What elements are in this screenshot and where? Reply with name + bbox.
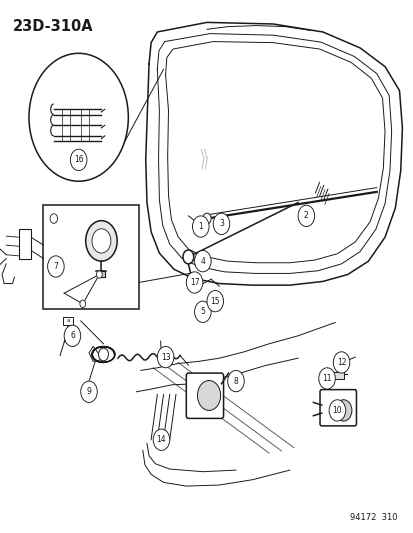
Bar bbox=[332, 359, 347, 364]
Text: 7: 7 bbox=[53, 262, 58, 271]
Text: 12: 12 bbox=[336, 358, 345, 367]
Bar bbox=[19, 229, 31, 259]
Text: 13: 13 bbox=[160, 353, 170, 361]
Circle shape bbox=[98, 348, 108, 361]
Text: 3: 3 bbox=[218, 220, 223, 228]
FancyBboxPatch shape bbox=[186, 373, 223, 418]
Circle shape bbox=[85, 221, 117, 261]
Circle shape bbox=[335, 400, 351, 421]
Circle shape bbox=[297, 205, 314, 227]
Circle shape bbox=[29, 53, 128, 181]
Circle shape bbox=[47, 256, 64, 277]
Circle shape bbox=[328, 400, 345, 421]
Circle shape bbox=[96, 271, 102, 278]
Text: 11: 11 bbox=[322, 374, 331, 383]
Bar bbox=[63, 317, 73, 325]
Text: 8: 8 bbox=[233, 377, 238, 385]
Circle shape bbox=[202, 213, 211, 224]
Text: 9: 9 bbox=[86, 387, 91, 396]
Text: 14: 14 bbox=[156, 435, 166, 444]
Circle shape bbox=[64, 325, 81, 346]
Circle shape bbox=[194, 301, 211, 322]
Circle shape bbox=[50, 214, 57, 223]
Text: a: a bbox=[66, 318, 70, 324]
Circle shape bbox=[227, 370, 244, 392]
Text: 10: 10 bbox=[332, 406, 342, 415]
Circle shape bbox=[81, 381, 97, 402]
Circle shape bbox=[80, 300, 85, 308]
Text: 5: 5 bbox=[200, 308, 205, 316]
Text: 2: 2 bbox=[303, 212, 308, 220]
Text: 17: 17 bbox=[189, 278, 199, 287]
Circle shape bbox=[318, 368, 335, 389]
Text: 6: 6 bbox=[70, 332, 75, 340]
Text: 16: 16 bbox=[74, 156, 83, 164]
Bar bbox=[98, 271, 104, 277]
Circle shape bbox=[192, 216, 209, 237]
Circle shape bbox=[332, 352, 349, 373]
Circle shape bbox=[206, 290, 223, 312]
Bar bbox=[43, 205, 138, 309]
Circle shape bbox=[70, 149, 87, 171]
Circle shape bbox=[186, 272, 202, 293]
Circle shape bbox=[157, 346, 173, 368]
Circle shape bbox=[194, 251, 211, 272]
Text: 23D-310A: 23D-310A bbox=[12, 19, 93, 34]
Circle shape bbox=[213, 213, 229, 235]
Text: 94172  310: 94172 310 bbox=[349, 513, 396, 522]
Text: 1: 1 bbox=[198, 222, 203, 231]
Circle shape bbox=[183, 250, 193, 264]
Text: 15: 15 bbox=[210, 297, 220, 305]
FancyBboxPatch shape bbox=[319, 390, 356, 426]
Text: 4: 4 bbox=[200, 257, 205, 265]
Circle shape bbox=[197, 381, 220, 410]
Circle shape bbox=[92, 229, 111, 253]
Bar bbox=[322, 372, 343, 379]
Circle shape bbox=[153, 429, 169, 450]
